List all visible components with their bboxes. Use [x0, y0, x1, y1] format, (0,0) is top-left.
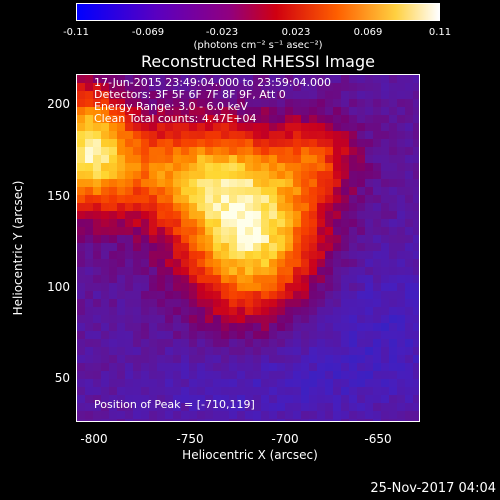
colorbar-tick: 0.11	[428, 27, 452, 38]
colorbar-tick: -0.11	[63, 27, 89, 38]
colorbar-tick: 0.023	[281, 27, 311, 38]
x-tick: -700	[271, 432, 299, 446]
y-tick: 50	[54, 371, 70, 385]
x-tick: -750	[176, 432, 204, 446]
y-tick: 200	[47, 97, 70, 111]
image-plot	[76, 74, 420, 422]
heatmap-image	[77, 75, 419, 421]
colorbar-units: (photons cm⁻² s⁻¹ asec⁻²)	[193, 40, 323, 51]
info-clean: Clean Total counts: 4.47E+04	[94, 112, 257, 125]
colorbar-tick: -0.023	[205, 27, 239, 38]
x-tick: -650	[364, 432, 392, 446]
x-axis-label: Heliocentric X (arcsec)	[182, 448, 318, 462]
colorbar-tick: -0.069	[131, 27, 165, 38]
x-tick: -800	[80, 432, 108, 446]
y-tick: 150	[47, 189, 70, 203]
info-energy: Energy Range: 3.0 - 6.0 keV	[94, 100, 248, 113]
info-time: 17-Jun-2015 23:49:04.000 to 23:59:04.000	[94, 76, 332, 89]
colorbar	[76, 3, 440, 21]
info-detectors: Detectors: 3F 5F 6F 7F 8F 9F, Att 0	[94, 88, 286, 101]
peak-position: Position of Peak = [-710,119]	[94, 398, 255, 411]
y-axis-label: Heliocentric Y (arcsec)	[11, 180, 25, 316]
timestamp: 25-Nov-2017 04:04	[370, 481, 496, 496]
y-tick: 100	[47, 280, 70, 294]
colorbar-tick: 0.069	[353, 27, 383, 38]
page-title: Reconstructed RHESSI Image	[141, 52, 375, 71]
